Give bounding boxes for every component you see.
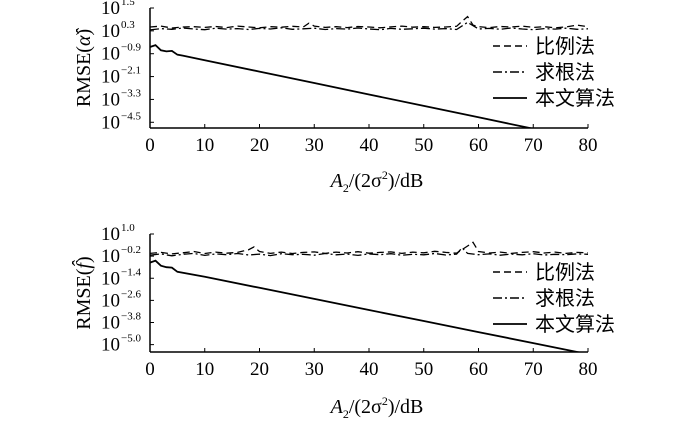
x-tick-label: 80	[579, 359, 598, 380]
y-tick-exponent: −3.8	[121, 311, 141, 323]
x-tick-label: 30	[305, 135, 324, 156]
x-axis-label: A2/(2σ2)/dB	[329, 168, 424, 195]
y-tick-label: 10	[101, 313, 120, 334]
y-tick-exponent: −0.2	[121, 244, 141, 256]
x-tick-label: 40	[360, 135, 379, 156]
y-tick-label: 10	[101, 67, 120, 88]
y-tick-label: 10	[101, 335, 120, 356]
x-tick-label: 10	[195, 135, 214, 156]
x-tick-label: 50	[414, 135, 433, 156]
y-tick-label: 10	[101, 112, 120, 133]
y-tick-label: 10	[101, 268, 120, 289]
y-tick-label: 10	[101, 224, 120, 245]
y-tick-label: 10	[101, 89, 120, 110]
x-tick-label: 40	[360, 359, 379, 380]
x-tick-label: 10	[195, 359, 214, 380]
y-axis-label: RMSE(α̂)	[73, 28, 95, 108]
series-line-1	[150, 241, 589, 255]
legend-label: 本文算法	[535, 86, 615, 110]
y-tick-exponent: 0.3	[121, 19, 135, 31]
x-tick-label: 20	[250, 135, 269, 156]
x-tick-label: 60	[469, 135, 488, 156]
y-tick-label: 10	[101, 44, 120, 65]
x-tick-label: 60	[469, 359, 488, 380]
x-tick-label: 80	[579, 135, 598, 156]
y-tick-label: 10	[101, 246, 120, 267]
y-tick-exponent: −3.3	[121, 87, 141, 99]
legend-label: 比例法	[535, 260, 595, 284]
y-tick-label: 10	[101, 21, 120, 42]
legend-label: 本文算法	[535, 312, 615, 336]
y-tick-exponent: 1.5	[121, 0, 135, 8]
x-axis-label: A2/(2σ2)/dB	[329, 394, 424, 421]
y-tick-label: 10	[101, 290, 120, 311]
series-line-2	[150, 21, 589, 31]
series-line-2	[150, 246, 589, 257]
series-line-3	[150, 259, 582, 352]
y-tick-exponent: −2.6	[121, 288, 141, 300]
y-tick-exponent: −4.5	[121, 110, 141, 122]
y-axis-label: RMSE(f̂)	[71, 256, 95, 329]
series-line-1	[150, 15, 589, 29]
y-tick-label: 10	[101, 0, 120, 19]
x-tick-label: 20	[250, 359, 269, 380]
x-tick-label: 0	[145, 359, 155, 380]
y-tick-exponent: −2.1	[121, 65, 141, 77]
x-tick-label: 70	[524, 135, 543, 156]
legend-label: 求根法	[535, 286, 595, 310]
x-tick-label: 30	[305, 359, 324, 380]
y-tick-exponent: −5.0	[121, 333, 141, 345]
x-tick-label: 50	[414, 359, 433, 380]
x-tick-label: 70	[524, 359, 543, 380]
y-tick-exponent: −0.9	[121, 42, 141, 54]
x-tick-label: 0	[145, 135, 155, 156]
series-line-3	[150, 44, 534, 128]
legend-label: 求根法	[535, 60, 595, 84]
y-tick-exponent: −1.4	[121, 266, 141, 278]
y-tick-exponent: 1.0	[121, 222, 135, 234]
legend-label: 比例法	[535, 34, 595, 58]
